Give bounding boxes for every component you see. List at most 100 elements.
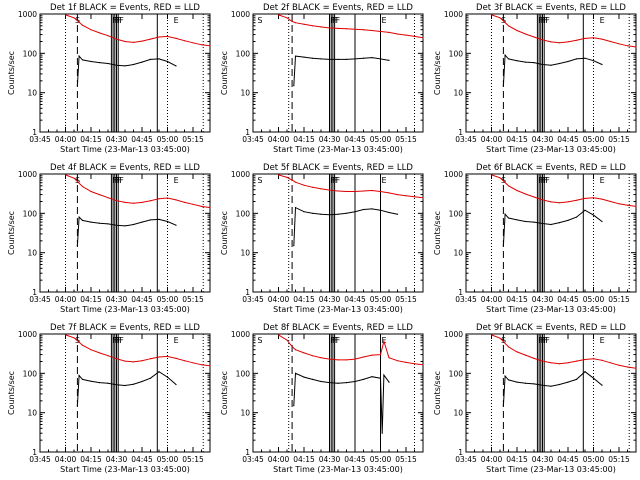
panel-det-2: Det 2f BLACK = Events, RED = LLD 1 10 100 10… <box>220 3 424 154</box>
lld-point <box>592 197 595 199</box>
x-tick-label: 04:15 <box>293 295 315 304</box>
events-point <box>78 216 80 218</box>
lld-point <box>64 174 67 176</box>
events-point <box>584 209 586 211</box>
y-tick-label: 1 <box>458 448 463 457</box>
x-tick-label: 04:45 <box>131 135 153 144</box>
lld-point <box>371 354 373 356</box>
events-point <box>354 211 356 213</box>
x-tick-label: 05:00 <box>370 135 392 144</box>
lld-point <box>73 337 75 339</box>
y-tick-label: 100 <box>449 209 464 218</box>
x-tick-label: 04:15 <box>506 455 528 464</box>
x-tick-label: 03:45 <box>242 295 264 304</box>
lld-point <box>533 36 535 38</box>
lld-point <box>635 205 637 207</box>
lld-point <box>490 174 493 176</box>
end-marker-label: E <box>600 336 605 345</box>
events-point <box>388 381 390 383</box>
x-tick-label: 04:00 <box>55 295 77 304</box>
events-point <box>303 211 305 213</box>
x-tick-label: 04:00 <box>481 295 503 304</box>
lld-point <box>311 186 314 188</box>
lld-point <box>303 184 305 186</box>
events-point <box>124 65 126 67</box>
events-point <box>558 62 561 65</box>
end-marker-label: E <box>174 336 179 345</box>
series-events-line <box>293 55 390 86</box>
events-point <box>90 380 92 382</box>
panel-det-1: Det 1f BLACK = Events, RED = LLD 1 10 100 10… <box>7 3 211 154</box>
events-point <box>337 213 339 215</box>
plot-frame <box>252 173 424 293</box>
x-tick-label: 04:45 <box>131 295 153 304</box>
flare-marker-label: F <box>114 176 119 185</box>
lld-point <box>396 194 399 196</box>
events-point <box>354 380 356 383</box>
x-tick-label: 03:45 <box>455 455 477 464</box>
events-point <box>502 85 504 87</box>
events-point <box>371 376 373 378</box>
flare-marker-label: F <box>118 16 123 25</box>
events-point <box>584 371 586 373</box>
events-point <box>78 374 80 377</box>
events-point <box>381 432 383 434</box>
x-axis-title: Start Time (23-Mar-13 03:45:00) <box>486 145 616 154</box>
lld-point <box>516 351 518 353</box>
lld-point <box>371 29 373 32</box>
lld-point <box>98 32 101 34</box>
lld-point <box>277 334 280 336</box>
lld-point <box>524 33 527 35</box>
events-point <box>149 377 152 379</box>
y-tick-label: 1 <box>32 448 37 457</box>
events-point <box>328 214 331 216</box>
lld-point <box>175 37 177 40</box>
x-tick-label: 05:00 <box>583 295 605 304</box>
events-point <box>524 220 527 223</box>
series-lld-line <box>278 14 424 39</box>
lld-point <box>354 358 356 360</box>
series-lld-line <box>491 174 637 207</box>
panel-title: Det 7f BLACK = Events, RED = LLD <box>50 323 200 333</box>
lld-point <box>490 14 493 16</box>
lld-point <box>303 23 305 25</box>
events-point <box>328 382 331 384</box>
lld-point <box>371 189 373 192</box>
x-axis-title: Start Time (23-Mar-13 03:45:00) <box>273 465 403 474</box>
x-tick-label: 04:30 <box>319 455 341 464</box>
y-tick-label: 100 <box>236 209 251 218</box>
lld-point <box>73 177 75 179</box>
y-tick-label: 10 <box>27 249 37 258</box>
lld-point <box>149 38 152 40</box>
lld-point <box>320 188 322 190</box>
lld-point <box>601 359 603 361</box>
flare-marker-label: F <box>540 16 545 25</box>
x-tick-label: 04:00 <box>481 455 503 464</box>
series-lld-line <box>491 334 637 369</box>
lld-point <box>107 355 109 357</box>
events-point <box>592 377 595 379</box>
flare-marker-label: F <box>542 16 547 25</box>
lld-point <box>291 345 293 348</box>
events-point <box>558 383 561 386</box>
lld-point <box>388 357 390 359</box>
x-tick-label: 04:00 <box>55 455 77 464</box>
x-axis-title: Start Time (23-Mar-13 03:45:00) <box>60 465 190 474</box>
lld-point <box>422 197 424 199</box>
x-tick-label: 04:30 <box>319 295 341 304</box>
lld-point <box>601 38 603 40</box>
events-point <box>558 222 561 224</box>
start-marker-label: S <box>501 336 506 345</box>
lld-point <box>158 36 160 38</box>
lld-point <box>73 17 75 19</box>
lld-point <box>541 39 544 41</box>
lld-point <box>516 189 518 192</box>
lld-point <box>183 40 186 42</box>
flare-marker-label: F <box>332 16 337 25</box>
end-marker-label: E <box>600 16 605 25</box>
flare-marker-label: F <box>118 176 123 185</box>
events-point <box>132 63 135 66</box>
lld-point <box>294 181 297 183</box>
plot-frame <box>252 13 424 133</box>
